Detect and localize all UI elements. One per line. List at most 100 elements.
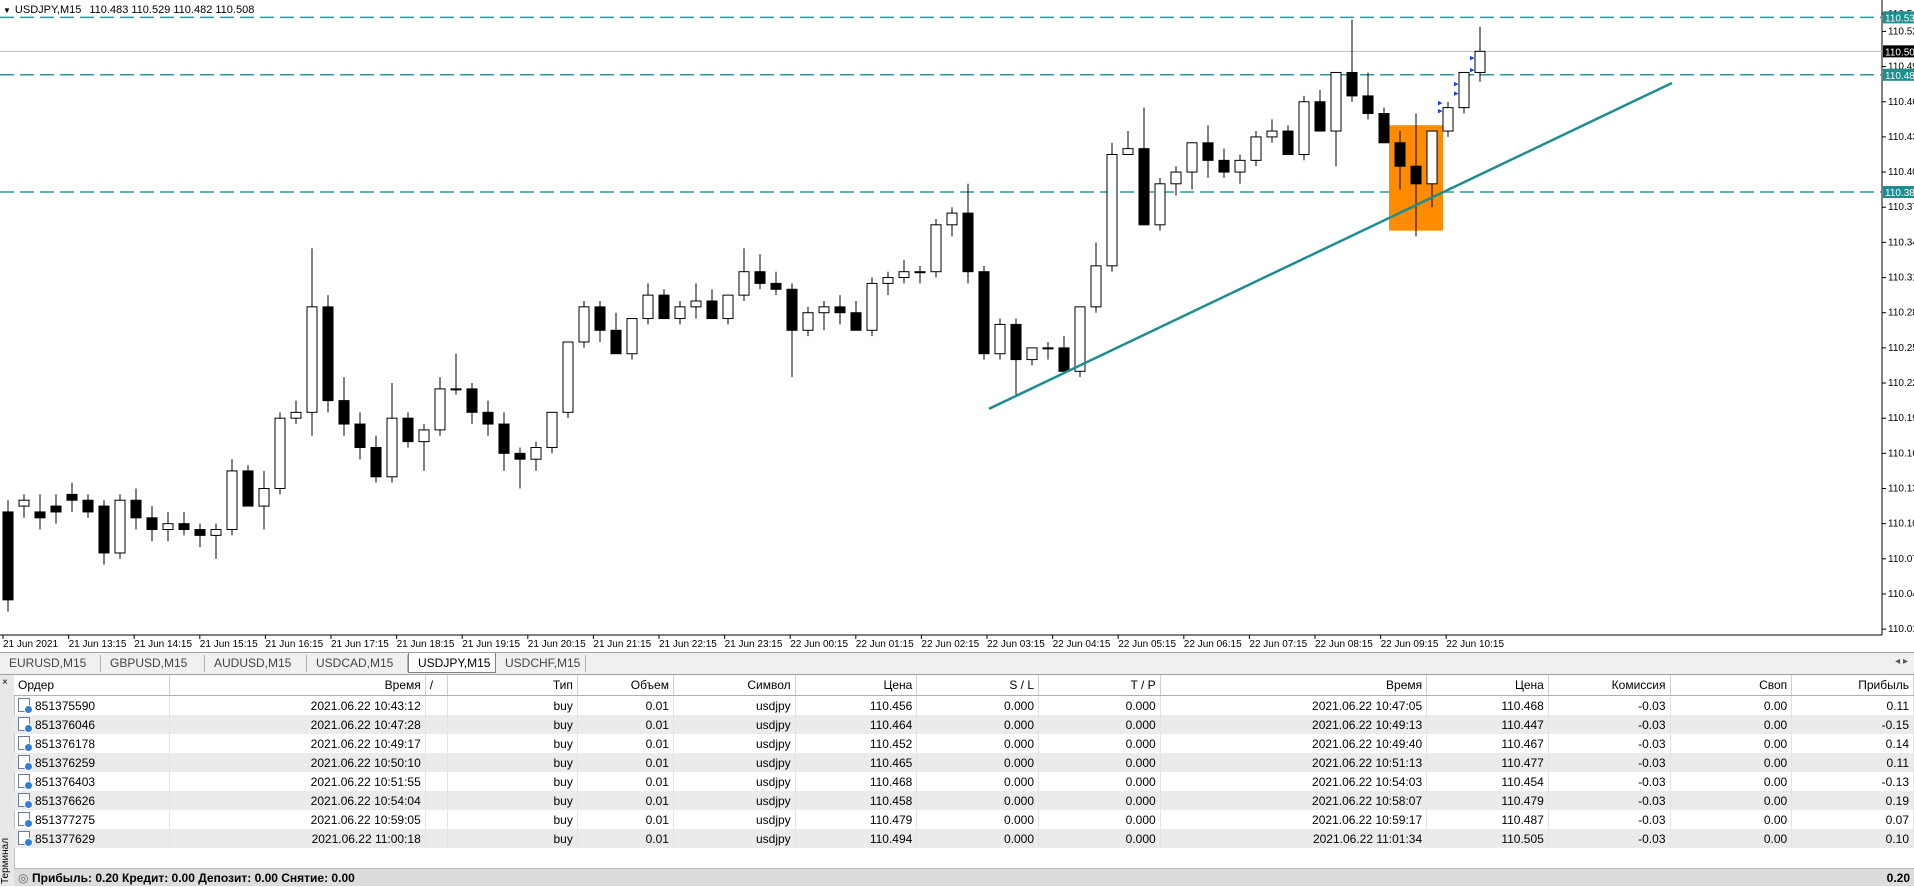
candle-body [1410, 165, 1422, 185]
table-cell: 0.000 [1038, 829, 1161, 848]
price-tick-label: 110.225 [1888, 378, 1914, 389]
column-header[interactable]: T / P [1038, 675, 1161, 696]
time-tick-label: 22 Jun 02:15 [921, 639, 979, 650]
column-header[interactable]: Символ [673, 675, 796, 696]
table-cell: 2021.06.22 10:47:28 [169, 715, 426, 734]
time-tick-label: 21 Jun 16:15 [265, 639, 323, 650]
table-cell: 2021.06.22 10:59:17 [1160, 810, 1428, 829]
table-row[interactable]: 851376178 2021.06.22 10:49:17 buy 0.01 usdjp… [14, 734, 1914, 753]
table-row[interactable]: 851376259 2021.06.22 10:50:10 buy 0.01 usdjp… [14, 753, 1914, 772]
time-tick-label: 21 Jun 20:15 [528, 639, 586, 650]
candle-body [82, 499, 94, 513]
column-header[interactable]: Ордер [14, 675, 171, 696]
candle-body [370, 446, 382, 478]
candle-body [546, 411, 558, 448]
table-cell: 0.00 [1670, 695, 1793, 715]
candle-body [930, 224, 942, 273]
candle-body [242, 470, 254, 507]
tab-gbpusd-m15[interactable]: GBPUSD,M15 [101, 655, 205, 672]
price-chart[interactable]: ▸▸▸▸▸▸110.540110.525110.495110.465110.43… [0, 0, 1914, 652]
column-header[interactable]: Прибыль [1791, 675, 1914, 696]
tab-usdchf-m15[interactable]: USDCHF,M15 [496, 655, 586, 672]
candle-body [674, 306, 686, 320]
table-cell: 0.00 [1670, 715, 1793, 734]
candlestick-chart-svg[interactable]: ▸▸▸▸▸▸110.540110.525110.495110.465110.43… [0, 0, 1914, 652]
column-header[interactable]: Комиссия [1548, 675, 1671, 696]
column-header[interactable]: Цена [795, 675, 918, 696]
table-row[interactable]: 851376626 2021.06.22 10:54:04 buy 0.01 usdjp… [14, 791, 1914, 810]
column-header[interactable]: / [425, 675, 448, 696]
candle-body [34, 511, 46, 519]
table-cell: usdjpy [673, 734, 796, 753]
price-tick-label: 110.045 [1888, 589, 1914, 600]
column-header[interactable]: Время [1160, 675, 1428, 696]
dropdown-triangle-icon[interactable]: ▼ [3, 5, 11, 15]
table-row[interactable]: 851375590 2021.06.22 10:43:12 buy 0.01 usdjp… [14, 695, 1914, 715]
candle-body [610, 329, 622, 355]
candle-body [1266, 130, 1278, 138]
table-cell [425, 791, 448, 810]
tab-eurusd-m15[interactable]: EURUSD,M15 [0, 655, 101, 672]
tab-audusd-m15[interactable]: AUDUSD,M15 [205, 655, 307, 672]
close-icon[interactable]: × [2, 677, 8, 688]
candle-body [194, 529, 206, 536]
column-header[interactable]: Цена [1426, 675, 1549, 696]
candle-body [962, 212, 974, 273]
column-header[interactable]: Время [169, 675, 426, 696]
table-cell: 0.00 [1670, 772, 1793, 791]
table-cell: 2021.06.22 10:49:40 [1160, 734, 1428, 753]
candle-body [66, 493, 78, 501]
account-summary: Прибыль: 0.20 Кредит: 0.00 Депозит: 0.00… [32, 871, 355, 885]
summary-icon: ◎ [18, 871, 29, 885]
candle-body [994, 323, 1006, 355]
price-level-badge-label: 110.537 [1885, 13, 1914, 24]
candle-body [434, 388, 446, 431]
candle-body [450, 388, 462, 391]
table-cell: 110.505 [1426, 829, 1549, 848]
time-tick-label: 21 Jun 15:15 [200, 639, 258, 650]
table-cell: buy [447, 810, 578, 829]
terminal-side-label: Терминал [0, 837, 11, 884]
column-header[interactable]: S / L [916, 675, 1039, 696]
table-cell: 0.01 [577, 791, 674, 810]
table-cell: 0.01 [577, 772, 674, 791]
tab-usdjpy-m15[interactable]: USDJPY,M15 [408, 653, 496, 673]
table-cell [425, 829, 448, 848]
time-tick-label: 21 Jun 13:15 [69, 639, 127, 650]
table-cell: 0.00 [1670, 753, 1793, 772]
candle-body [2, 511, 14, 601]
table-cell: -0.03 [1548, 791, 1671, 810]
table-row[interactable]: 851376403 2021.06.22 10:51:55 buy 0.01 usdjp… [14, 772, 1914, 791]
trade-arrow-icon: ▸ [1470, 54, 1475, 64]
table-cell: 0.11 [1791, 753, 1914, 772]
table-cell: -0.03 [1548, 753, 1671, 772]
candle-body [1138, 148, 1150, 226]
candle-body [642, 294, 654, 320]
table-cell: 0.19 [1791, 791, 1914, 810]
price-tick-label: 110.075 [1888, 554, 1914, 565]
order-document-icon [18, 812, 33, 828]
candle-body [1314, 101, 1326, 132]
tab-scroll-arrows-icon[interactable]: ◂ ▸ [1895, 656, 1908, 667]
table-cell: 2021.06.22 10:51:13 [1160, 753, 1428, 772]
candle-body [402, 417, 414, 443]
table-cell: 110.464 [795, 715, 918, 734]
column-header[interactable]: Объем [577, 675, 674, 696]
table-cell: 110.468 [1426, 695, 1549, 715]
table-row[interactable]: 851377275 2021.06.22 10:59:05 buy 0.01 usdjp… [14, 810, 1914, 829]
order-document-icon [18, 793, 33, 809]
candle-body [1458, 71, 1470, 109]
candle-body [1122, 148, 1134, 155]
order-cell: 851376403 [14, 772, 171, 791]
table-row[interactable]: 851376046 2021.06.22 10:47:28 buy 0.01 usdjp… [14, 715, 1914, 734]
candle-body [882, 277, 894, 284]
column-header[interactable]: Тип [447, 675, 578, 696]
table-cell: 0.000 [916, 829, 1039, 848]
tab-usdcad-m15[interactable]: USDCAD,M15 [307, 655, 408, 672]
table-cell: 0.000 [1038, 734, 1161, 753]
column-header[interactable]: Своп [1670, 675, 1793, 696]
candle-body [274, 417, 286, 490]
order-document-icon [18, 774, 33, 790]
table-row[interactable]: 851377629 2021.06.22 11:00:18 buy 0.01 usdjp… [14, 829, 1914, 848]
table-cell: 2021.06.22 10:54:04 [169, 791, 426, 810]
